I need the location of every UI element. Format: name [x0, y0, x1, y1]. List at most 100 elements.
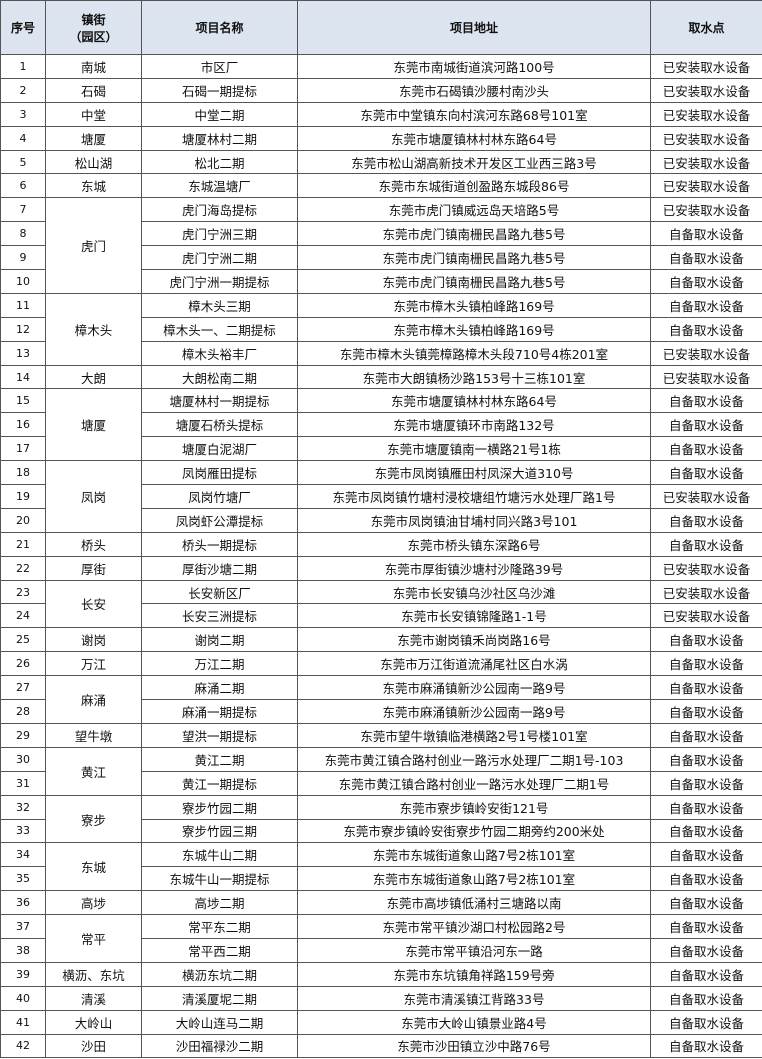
row-number: 38	[0, 937, 46, 963]
table-row: 22 厚街 厚街沙塘二期 东莞市厚街镇沙塘村沙隆路39号 已安装取水设备	[0, 555, 762, 581]
table-row: 38 常平西二期 东莞市常平镇沿河东一路 自备取水设备	[0, 937, 762, 963]
project-name: 万江二期	[141, 651, 298, 677]
water-point: 已安装取水设备	[650, 197, 762, 223]
water-point: 自备取水设备	[650, 221, 762, 247]
project-name: 大岭山连马二期	[141, 1009, 298, 1035]
table-row: 39 横沥、东坑 横沥东坑二期 东莞市东坑镇角祥路159号旁 自备取水设备	[0, 961, 762, 987]
water-point: 自备取水设备	[650, 890, 762, 916]
project-name: 塘厦林村二期	[141, 125, 298, 151]
project-address: 东莞市樟木头镇莞樟路樟木头段710号4栋201室	[297, 340, 651, 366]
table-row: 40 清溪 清溪厦坭二期 东莞市清溪镇江背路33号 自备取水设备	[0, 985, 762, 1011]
project-address: 东莞市长安镇锦隆路1-1号	[297, 603, 651, 629]
town-cell: 大岭山	[45, 1009, 142, 1035]
water-point: 已安装取水设备	[650, 77, 762, 103]
water-point: 自备取水设备	[650, 507, 762, 533]
project-address: 东莞市长安镇乌沙社区乌沙滩	[297, 579, 651, 605]
water-point: 已安装取水设备	[650, 101, 762, 127]
water-point: 自备取水设备	[650, 1009, 762, 1035]
town-cell: 虎门	[45, 197, 142, 294]
project-address: 东莞市东城街道象山路7号2栋101室	[297, 866, 651, 892]
table-row: 8 虎门宁洲三期 东莞市虎门镇南栅民昌路九巷5号 自备取水设备	[0, 221, 762, 247]
project-address: 东莞市常平镇沿河东一路	[297, 937, 651, 963]
project-name: 虎门宁洲二期	[141, 245, 298, 271]
header-text: （园区）	[69, 29, 118, 44]
project-name: 凤岗雁田提标	[141, 460, 298, 486]
row-number: 23	[0, 579, 46, 605]
project-name: 望洪一期提标	[141, 722, 298, 748]
project-name: 樟木头裕丰厂	[141, 340, 298, 366]
water-point: 已安装取水设备	[650, 364, 762, 390]
row-number: 37	[0, 914, 46, 939]
project-address: 东莞市塘厦镇林村林东路64号	[297, 125, 651, 151]
project-address: 东莞市凤岗镇竹塘村浸校塘组竹塘污水处理厂路1号	[297, 484, 651, 509]
project-name: 谢岗二期	[141, 627, 298, 653]
project-name: 中堂二期	[141, 101, 298, 127]
project-address: 东莞市寮步镇岭安街121号	[297, 794, 651, 820]
town-cell: 东城	[45, 842, 142, 892]
row-number: 10	[0, 269, 46, 294]
project-name: 长安新区厂	[141, 579, 298, 605]
row-number: 9	[0, 245, 46, 271]
table-row: 7 虎门 虎门海岛提标 东莞市虎门镇威远岛天培路5号 已安装取水设备	[0, 197, 762, 294]
project-name: 东城牛山一期提标	[141, 866, 298, 892]
project-address: 东莞市望牛墩镇临港横路2号1号楼101室	[297, 722, 651, 748]
water-point: 自备取水设备	[650, 675, 762, 701]
project-name: 塘厦林村一期提标	[141, 388, 298, 414]
table-row: 41 大岭山 大岭山连马二期 东莞市大岭山镇景业路4号 自备取水设备	[0, 1009, 762, 1035]
town-cell: 万江	[45, 651, 142, 677]
project-address: 东莞市塘厦镇环市南路132号	[297, 412, 651, 438]
project-address: 东莞市谢岗镇禾尚岗路16号	[297, 627, 651, 653]
water-point: 自备取水设备	[650, 627, 762, 653]
town-cell: 樟木头	[45, 292, 142, 366]
town-cell: 寮步	[45, 794, 142, 844]
water-point: 自备取水设备	[650, 460, 762, 486]
row-number: 42	[0, 1033, 46, 1059]
water-point: 自备取水设备	[650, 937, 762, 963]
water-point: 自备取水设备	[650, 245, 762, 271]
water-point: 自备取水设备	[650, 770, 762, 796]
row-number: 3	[0, 101, 46, 127]
project-name: 高埗二期	[141, 890, 298, 916]
water-point: 已安装取水设备	[650, 149, 762, 175]
project-address: 东莞市东坑镇角祥路159号旁	[297, 961, 651, 987]
row-number: 36	[0, 890, 46, 916]
table-row: 3 中堂 中堂二期 东莞市中堂镇东向村滨河东路68号101室 已安装取水设备	[0, 101, 762, 127]
row-number: 19	[0, 484, 46, 509]
water-point: 自备取水设备	[650, 842, 762, 868]
table-row: 9 虎门宁洲二期 东莞市虎门镇南栅民昌路九巷5号 自备取水设备	[0, 245, 762, 271]
table-row: 19 凤岗竹塘厂 东莞市凤岗镇竹塘村浸校塘组竹塘污水处理厂路1号 已安装取水设备	[0, 484, 762, 509]
town-cell: 横沥、东坑	[45, 961, 142, 987]
row-number: 24	[0, 603, 46, 629]
table-header: 序号 镇街 （园区） 项目名称 项目地址 取水点	[0, 0, 762, 55]
row-number: 20	[0, 507, 46, 533]
row-number: 35	[0, 866, 46, 892]
row-number: 7	[0, 197, 46, 223]
header-cell: 镇街 （园区）	[45, 0, 142, 55]
row-number: 5	[0, 149, 46, 175]
project-address: 东莞市麻涌镇新沙公园南一路9号	[297, 675, 651, 701]
town-cell: 中堂	[45, 101, 142, 127]
table-row: 4 塘厦 塘厦林村二期 东莞市塘厦镇林村林东路64号 已安装取水设备	[0, 125, 762, 151]
row-number: 8	[0, 221, 46, 247]
project-address: 东莞市东城街道创盈路东城段86号	[297, 173, 651, 199]
row-number: 12	[0, 316, 46, 342]
project-address: 东莞市樟木头镇柏峰路169号	[297, 292, 651, 318]
town-cell: 塘厦	[45, 388, 142, 462]
project-address: 东莞市虎门镇南栅民昌路九巷5号	[297, 221, 651, 247]
row-number: 28	[0, 699, 46, 724]
table-row: 18 凤岗 凤岗雁田提标 东莞市凤岗镇雁田村凤深大道310号 自备取水设备	[0, 460, 762, 533]
table-row: 33 寮步竹园三期 东莞市寮步镇岭安街寮步竹园二期旁约200米处 自备取水设备	[0, 818, 762, 844]
project-name: 麻涌二期	[141, 675, 298, 701]
header-cell: 序号	[0, 0, 46, 55]
water-point: 已安装取水设备	[650, 125, 762, 151]
water-point: 自备取水设备	[650, 722, 762, 748]
project-name: 樟木头三期	[141, 292, 298, 318]
project-name: 塘厦石桥头提标	[141, 412, 298, 438]
header-text: 镇街	[81, 12, 106, 27]
table-row: 29 望牛墩 望洪一期提标 东莞市望牛墩镇临港横路2号1号楼101室 自备取水设备	[0, 722, 762, 748]
water-point: 已安装取水设备	[650, 173, 762, 199]
row-number: 39	[0, 961, 46, 987]
project-address: 东莞市麻涌镇新沙公园南一路9号	[297, 699, 651, 724]
table-row: 26 万江 万江二期 东莞市万江街道流涌尾社区白水涡 自备取水设备	[0, 651, 762, 677]
